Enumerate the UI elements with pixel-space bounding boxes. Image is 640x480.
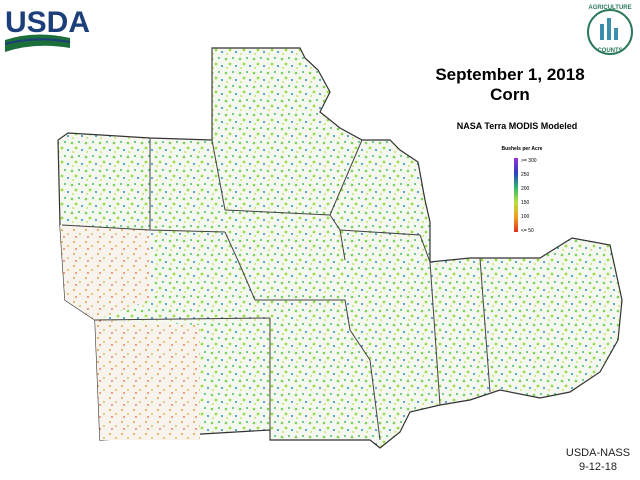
yield-map [57,47,623,449]
legend-bar [514,158,518,232]
legend-label: <= 50 [521,228,534,234]
legend-labels: >= 300 250 200 150 100 <= 50 [521,158,537,234]
usda-logo: USDA [4,6,90,52]
seal-top-text: AGRICULTURE [588,5,631,11]
seal-bar [600,24,604,40]
legend-label: >= 300 [521,158,537,164]
southwest-region [95,320,200,440]
logo-text: USDA [5,6,90,39]
logo-swoosh [5,34,70,52]
ag-counts-seal: AGRICULTURE COUNTS [587,5,633,55]
legend: Bushels per Acre >= 300 250 200 150 100 <= 50 [502,146,543,234]
footer-source: USDA-NASS [566,447,630,459]
legend-label: 250 [521,172,530,178]
seal-bar [607,18,611,40]
legend-label: 150 [521,200,530,206]
state-border [94,317,271,321]
state-border [429,261,441,406]
title-crop: Corn [490,85,530,104]
state-border [224,209,346,261]
state-border [211,48,226,211]
legend-label: 200 [521,186,530,192]
state-border [479,257,491,393]
logo-swoosh-line [4,38,71,45]
state-border [224,231,256,301]
state-borders [61,48,491,441]
footer-date: 9-12-18 [579,461,617,473]
state-border [329,139,363,216]
title-date: September 1, 2018 [435,65,584,84]
west-region [60,225,150,320]
state-border [61,224,151,231]
legend-title: Bushels per Acre [502,146,543,152]
legend-label: 100 [521,214,530,220]
state-border [339,229,431,263]
seal-bottom-text: COUNTS [597,48,622,54]
seal-bar [614,28,618,40]
subtitle: NASA Terra MODIS Modeled [457,121,578,131]
state-border [255,299,381,441]
